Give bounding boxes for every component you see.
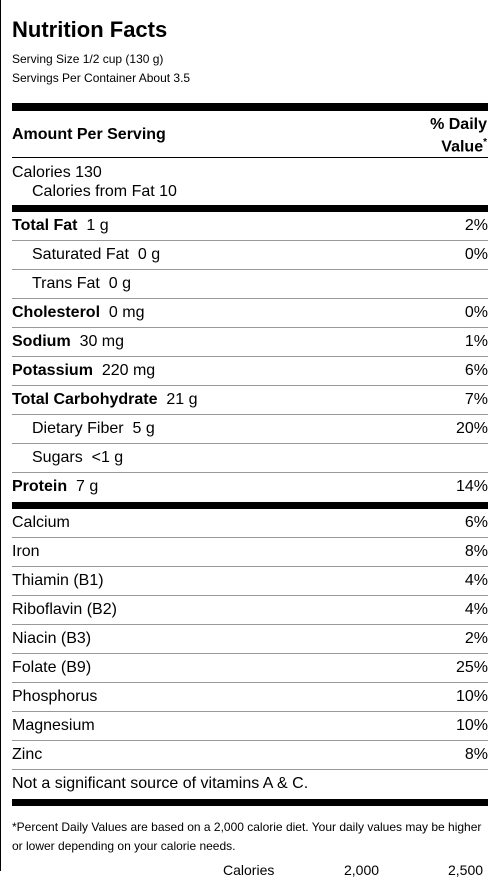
nutrient-name: Sodium [12, 333, 71, 350]
vitamin-daily-value: 25% [455, 659, 488, 676]
nutrient-name: Sugars [32, 449, 83, 466]
vitamin-name: Folate (B9) [12, 659, 92, 676]
nutrient-daily-value: 6% [464, 362, 488, 379]
vitamin-row-magnesium: Magnesium 10% [12, 712, 488, 741]
nutrient-row-sodium: Sodium 30 mg 1% [12, 328, 488, 357]
vitamin-row-iron: Iron 8% [12, 538, 488, 567]
nutrient-amount: 30 mg [79, 333, 125, 350]
label-title: Nutrition Facts [12, 17, 168, 42]
nutrient-name: Protein [12, 478, 68, 495]
serving-size: Serving Size 1/2 cup (130 g) [12, 52, 164, 66]
nutrient-amount: 21 g [166, 391, 198, 408]
nutrient-name: Total Carbohydrate [12, 391, 158, 408]
nutrient-row-cholesterol: Cholesterol 0 mg 0% [12, 299, 488, 328]
nutrient-name: Trans Fat [32, 275, 100, 292]
nutrient-daily-value: 14% [455, 478, 488, 495]
nutrient-daily-value: 1% [464, 333, 488, 350]
vitamin-row-folate: Folate (B9) 25% [12, 654, 488, 683]
not-significant-row: Not a significant source of vitamins A &… [12, 770, 488, 799]
nutrient-name: Potassium [12, 362, 93, 379]
nutrient-row-dietary-fiber: Dietary Fiber 5 g 20% [12, 415, 488, 444]
vitamin-name: Niacin (B3) [12, 630, 92, 647]
vitamin-name: Riboflavin (B2) [12, 601, 117, 618]
vitamin-name: Thiamin (B1) [12, 572, 104, 589]
nutrient-amount: <1 g [91, 449, 124, 466]
medium-divider [12, 205, 488, 212]
vitamin-row-thiamin: Thiamin (B1) 4% [12, 567, 488, 596]
nutrient-daily-value: 2% [464, 217, 488, 234]
calorie-table-col-2500: 2,500 [448, 862, 484, 878]
nutrient-name: Cholesterol [12, 304, 101, 321]
servings-per-container: Servings Per Container About 3.5 [12, 71, 191, 85]
calorie-table-label: Calories [223, 862, 275, 878]
vitamin-name: Calcium [12, 514, 70, 531]
calories-from-fat: Calories from Fat 10 [32, 183, 177, 200]
vitamin-name: Iron [12, 543, 40, 560]
vitamin-row-zinc: Zinc 8% [12, 741, 488, 770]
nutrient-amount: 1 g [86, 217, 109, 234]
nutrient-amount: 5 g [132, 420, 155, 437]
medium-divider [12, 799, 488, 806]
calorie-table-col-2000: 2,000 [344, 862, 380, 878]
nutrient-amount: 7 g [76, 478, 99, 495]
vitamin-row-calcium: Calcium 6% [12, 509, 488, 538]
nutrient-daily-value: 0% [464, 304, 488, 321]
nutrient-name: Total Fat [12, 217, 78, 234]
nutrient-amount: 220 mg [101, 362, 156, 379]
vitamin-row-niacin: Niacin (B3) 2% [12, 625, 488, 654]
vitamin-daily-value: 6% [464, 514, 488, 531]
nutrient-daily-value: 20% [455, 420, 488, 437]
nutrient-row-protein: Protein 7 g 14% [12, 473, 488, 502]
nutrient-row-trans-fat: Trans Fat 0 g [12, 270, 488, 299]
nutrient-amount: 0 g [108, 275, 132, 292]
vitamin-daily-value: 8% [464, 543, 488, 560]
thick-divider [12, 103, 488, 111]
vitamin-row-riboflavin: Riboflavin (B2) 4% [12, 596, 488, 625]
vitamin-daily-value: 8% [464, 746, 488, 763]
vitamin-daily-value: 4% [464, 572, 488, 589]
daily-value-footnote: *Percent Daily Values are based on a 2,0… [12, 820, 482, 853]
medium-divider [12, 502, 488, 509]
vitamin-daily-value: 10% [455, 717, 488, 734]
vitamin-row-phosphorus: Phosphorus 10% [12, 683, 488, 712]
vitamin-name: Magnesium [12, 717, 95, 734]
daily-value-heading-line1: % Daily [430, 116, 487, 133]
vitamin-name: Phosphorus [12, 688, 98, 705]
not-significant-text: Not a significant source of vitamins A &… [12, 775, 309, 792]
nutrient-amount: 0 g [137, 246, 161, 263]
nutrient-row-total-fat: Total Fat 1 g 2% [12, 212, 488, 241]
vitamin-daily-value: 4% [464, 601, 488, 618]
daily-value-heading-line2: Value [441, 138, 484, 156]
nutrient-name: Dietary Fiber [32, 420, 124, 437]
nutrient-daily-value: 0% [464, 246, 488, 263]
calories-value: Calories 130 [12, 164, 102, 181]
nutrient-amount: 0 mg [108, 304, 145, 321]
daily-value-heading: % Daily Value* [430, 116, 487, 156]
vitamin-name: Zinc [12, 746, 43, 763]
nutrient-row-sugars: Sugars <1 g [12, 444, 488, 473]
nutrient-row-saturated-fat: Saturated Fat 0 g 0% [12, 241, 488, 270]
nutrient-row-total-carbohydrate: Total Carbohydrate 21 g 7% [12, 386, 488, 415]
nutrient-daily-value: 7% [464, 391, 488, 408]
nutrient-name: Saturated Fat [32, 246, 129, 263]
amount-per-serving-heading: Amount Per Serving [12, 126, 166, 143]
calories-block: Calories 130 Calories from Fat 10 [12, 163, 177, 201]
vitamin-daily-value: 2% [464, 630, 488, 647]
thin-divider [12, 157, 488, 158]
daily-value-footnote-marker: * [483, 137, 487, 148]
vitamin-daily-value: 10% [455, 688, 488, 705]
nutrient-row-potassium: Potassium 220 mg 6% [12, 357, 488, 386]
